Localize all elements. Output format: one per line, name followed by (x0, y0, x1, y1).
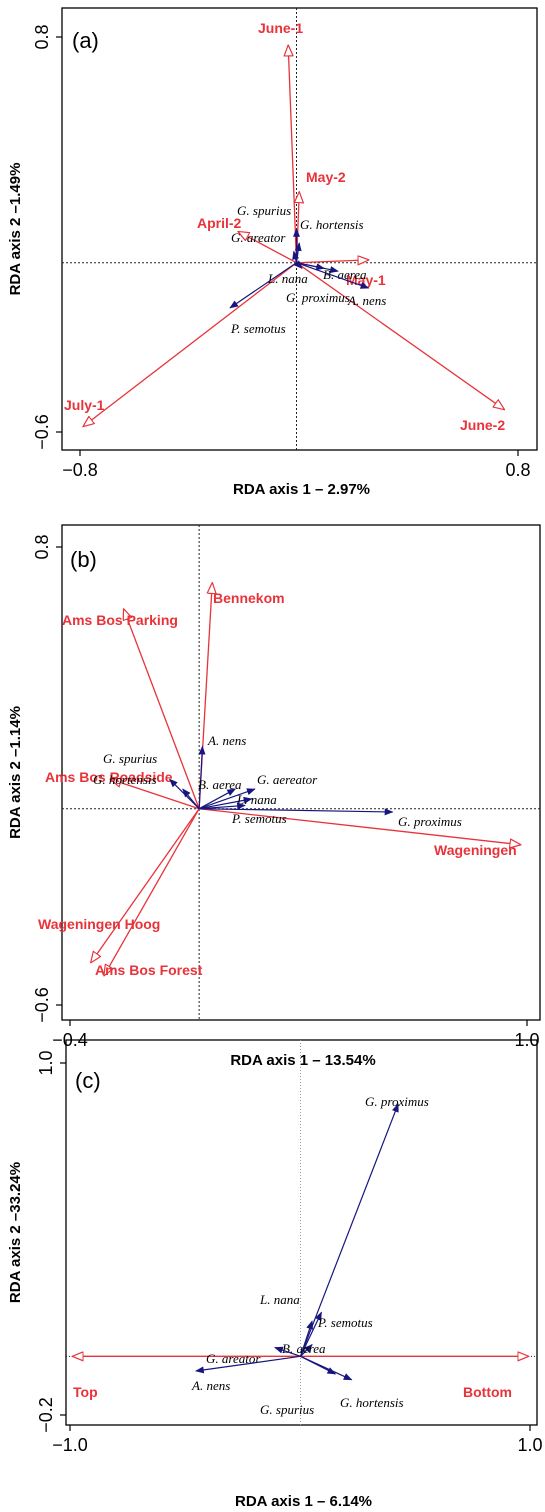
y-axis-label: RDA axis 2 –1.49% (7, 163, 24, 296)
y-tick-label: 0.8 (32, 24, 52, 49)
env-arrow-wageningen (199, 808, 520, 845)
species-arrow-g-hortensis (182, 788, 200, 810)
env-arrow-ams-bos-forest (104, 808, 200, 976)
species-arrow-p-semotus (199, 802, 246, 810)
species-label-g-spurius: G. spurius (237, 203, 291, 218)
env-arrow-ams-bos-parking (124, 609, 200, 809)
env-label-june-2: June-2 (460, 417, 505, 433)
env-arrow-may-1 (296, 260, 369, 263)
species-label-g-hortensis: G. hortensis (300, 217, 364, 232)
env-label-ams-bos-parking: Ams Bos Parking (62, 612, 178, 628)
y-tick-label: 0.8 (32, 534, 52, 559)
panel-label: (b) (70, 547, 97, 572)
species-arrow-a-nens (195, 1355, 301, 1374)
species-arrow-a-nens (198, 745, 206, 809)
species-label-p-semotus: P. semotus (317, 1315, 373, 1330)
panel-label: (c) (75, 1068, 101, 1093)
species-label-g-hortensis: G. hortensis (340, 1395, 404, 1410)
species-label-p-semotus: P. semotus (231, 811, 287, 826)
env-arrow-june-1 (288, 45, 298, 263)
y-axis-label: RDA axis 2 –1.14% (7, 706, 24, 839)
env-arrow-june-2 (296, 262, 505, 410)
y-axis-label: RDA axis 2 –33.24% (7, 1162, 24, 1303)
panel-a: −0.8 0.8 0.8 −0.6 RDA axis 1 – 2.97% RDA axis… (7, 7, 538, 498)
species-arrow-l-nana (199, 796, 253, 810)
env-label-bennekom: Bennekom (213, 590, 285, 606)
plot-frame (61, 524, 541, 1021)
x-axis-label: RDA axis 1 – 6.14% (235, 1493, 372, 1510)
y-tick-label: −0.2 (36, 1397, 56, 1433)
species-label-g-areator: G. areator (231, 230, 286, 245)
x-axis-label: RDA axis 1 – 2.97% (233, 481, 370, 498)
species-arrow-g-aereator (198, 788, 256, 810)
panel-label: (a) (72, 28, 99, 53)
env-arrow-july-1 (83, 262, 297, 427)
env-label-july-1: July-1 (64, 397, 105, 413)
env-arrow-wageningen-hoog (91, 808, 200, 963)
species-label-g-proximus: G. proximus (365, 1094, 429, 1109)
panel-c: −1.0 1.0 1.0 −0.2 RDA axis 1 – 6.14% RDA axis… (7, 1039, 543, 1510)
species-label-g-proximus: G. proximus (286, 290, 350, 305)
x-tick-label: −1.0 (52, 1435, 88, 1455)
x-axis-label: RDA axis 1 – 13.54% (230, 1052, 375, 1069)
species-arrow-g-areator (274, 1346, 301, 1357)
env-label-ams-bos-forest: Ams Bos Forest (95, 962, 203, 978)
species-label-l-nana: L. nana (236, 792, 277, 807)
y-tick-label: 1.0 (36, 1050, 56, 1075)
species-label-a-nens: A. nens (191, 1378, 230, 1393)
env-label-wageningen-hoog: Wageningen Hoog (38, 916, 160, 932)
species-label-b-aerea: B. aerea (323, 267, 367, 282)
species-arrow-p-semotus (229, 262, 297, 309)
species-label-b-aerea: B. aerea (282, 1341, 326, 1356)
env-label-wageningen: Wageningen (434, 842, 517, 858)
species-arrow-g-proximus (199, 808, 394, 816)
species-label-l-nana: L. nana (259, 1292, 300, 1307)
species-label-p-semotus: P. semotus (230, 321, 286, 336)
y-tick-label: −0.6 (32, 987, 52, 1023)
species-arrow-l-nana (299, 1320, 313, 1357)
env-label-may-2: May-2 (306, 169, 346, 185)
env-label-april-2: April-2 (197, 215, 242, 231)
env-label-june-1: June-1 (258, 20, 303, 36)
x-tick-label: 0.8 (505, 460, 530, 480)
env-label-ams-bos-roadside: Ams Bos Roadside (45, 769, 173, 785)
env-label-top: Top (73, 1384, 98, 1400)
species-label-g-proximus: G. proximus (398, 814, 462, 829)
species-arrow-g-proximus (296, 262, 326, 271)
y-tick-label: −0.6 (32, 414, 52, 450)
env-arrow-april-2 (238, 232, 297, 264)
env-label-bottom: Bottom (463, 1384, 512, 1400)
species-label-a-nens: A. nens (347, 293, 386, 308)
species-arrow-p-semotus (299, 1311, 322, 1357)
species-label-g-hortensis: G. hortensis (93, 772, 157, 787)
env-arrow-ams-bos-roadside (111, 779, 200, 810)
species-arrow-a-nens (296, 262, 370, 289)
species-label-g-spurius: G. spurius (103, 751, 157, 766)
species-label-g-aereator: G. aereator (257, 772, 318, 787)
species-arrow-g-hortensis (300, 1355, 353, 1381)
species-arrow-b-aerea (198, 788, 236, 810)
plot-frame (61, 7, 538, 451)
x-tick-label: 1.0 (517, 1435, 542, 1455)
plot-frame (65, 1039, 538, 1426)
species-label-l-nana: L. nana (267, 271, 308, 286)
species-label-g-areator: G. areator (206, 1351, 261, 1366)
species-label-a-nens: A. nens (207, 733, 246, 748)
species-label-b-aerea: B. aerea (198, 777, 242, 792)
species-label-g-spurius: G. spurius (260, 1402, 314, 1417)
species-arrow-b-aerea (300, 1343, 313, 1357)
x-tick-label: −0.8 (62, 460, 98, 480)
